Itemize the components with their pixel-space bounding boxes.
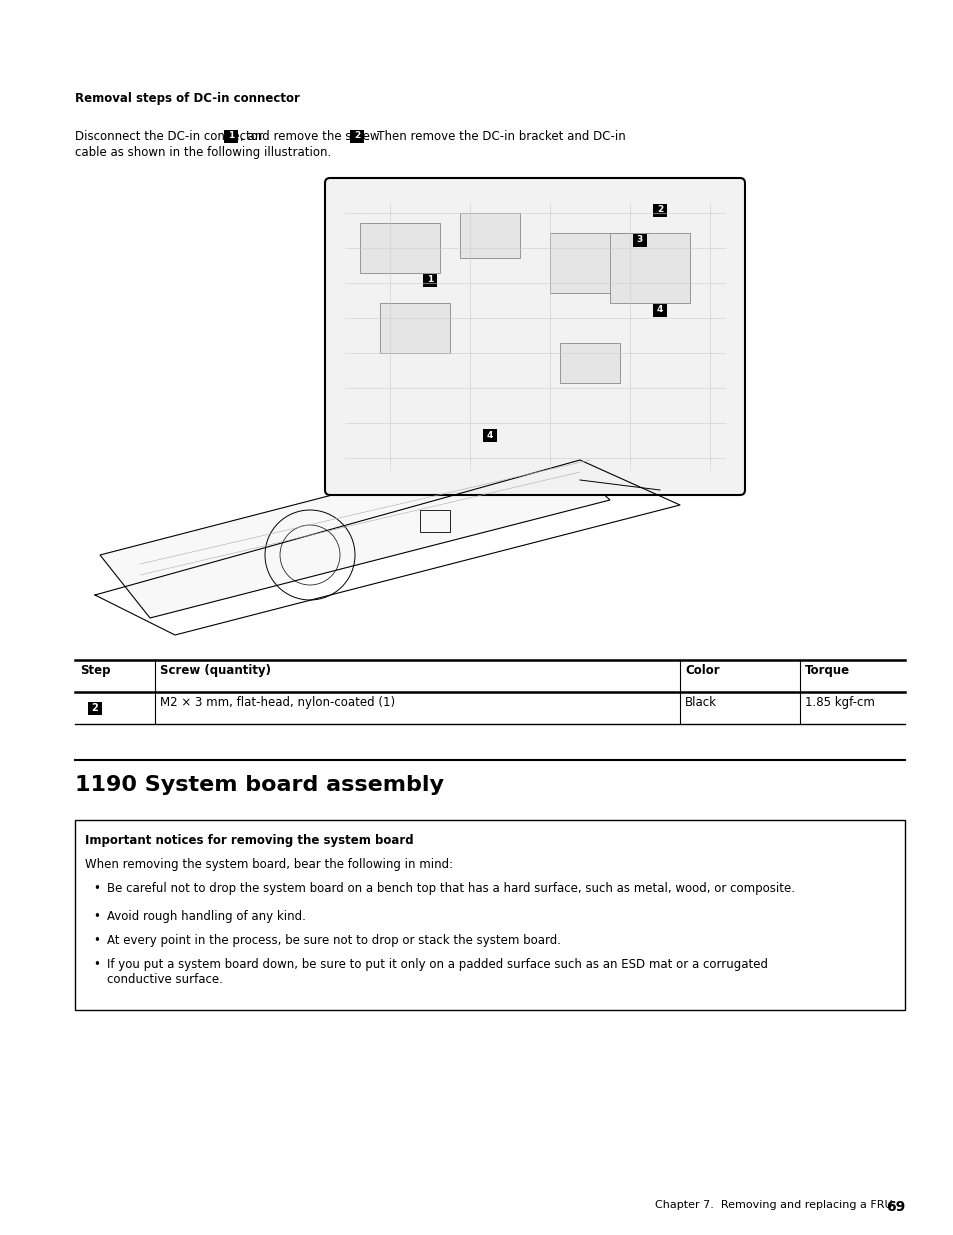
Text: 1: 1 xyxy=(228,131,233,141)
Text: Important notices for removing the system board: Important notices for removing the syste… xyxy=(85,834,414,847)
Text: Chapter 7.  Removing and replacing a FRU: Chapter 7. Removing and replacing a FRU xyxy=(655,1200,899,1210)
Text: Avoid rough handling of any kind.: Avoid rough handling of any kind. xyxy=(107,910,306,923)
Text: M2 × 3 mm, flat-head, nylon-coated (1): M2 × 3 mm, flat-head, nylon-coated (1) xyxy=(160,697,395,709)
Bar xyxy=(88,701,102,715)
Text: When removing the system board, bear the following in mind:: When removing the system board, bear the… xyxy=(85,858,453,871)
Text: •: • xyxy=(92,910,100,923)
Text: If you put a system board down, be sure to put it only on a padded surface such : If you put a system board down, be sure … xyxy=(107,958,767,986)
Bar xyxy=(359,224,439,273)
Text: Step: Step xyxy=(80,664,111,677)
Text: Torque: Torque xyxy=(804,664,849,677)
Text: 1: 1 xyxy=(426,275,433,284)
Text: •: • xyxy=(92,958,100,971)
Text: At every point in the process, be sure not to drop or stack the system board.: At every point in the process, be sure n… xyxy=(107,934,560,947)
Bar xyxy=(652,204,666,217)
Text: Disconnect the DC-in connector: Disconnect the DC-in connector xyxy=(75,130,266,143)
Text: 3: 3 xyxy=(637,236,642,245)
Text: Color: Color xyxy=(684,664,719,677)
Bar xyxy=(482,429,497,442)
Text: Removal steps of DC-in connector: Removal steps of DC-in connector xyxy=(75,91,299,105)
FancyBboxPatch shape xyxy=(325,178,744,495)
Bar xyxy=(422,274,436,287)
Text: 1190 System board assembly: 1190 System board assembly xyxy=(75,776,443,795)
Bar xyxy=(633,233,646,247)
Bar xyxy=(224,130,237,143)
Bar xyxy=(379,303,450,353)
Text: Be careful not to drop the system board on a bench top that has a hard surface, : Be careful not to drop the system board … xyxy=(107,882,794,895)
Bar xyxy=(559,343,619,383)
Polygon shape xyxy=(100,440,609,618)
Text: 4: 4 xyxy=(656,305,662,315)
Bar xyxy=(652,304,666,317)
Text: .  Then remove the DC-in bracket and DC-in: . Then remove the DC-in bracket and DC-i… xyxy=(366,130,625,143)
Text: 4: 4 xyxy=(486,431,493,440)
Text: , and remove the screw: , and remove the screw xyxy=(239,130,383,143)
Text: cable as shown in the following illustration.: cable as shown in the following illustra… xyxy=(75,146,331,159)
Text: 69: 69 xyxy=(884,1200,904,1214)
Bar xyxy=(419,510,450,532)
Bar xyxy=(609,233,689,303)
Text: Screw (quantity): Screw (quantity) xyxy=(160,664,271,677)
Text: 2: 2 xyxy=(91,703,98,713)
Text: 1.85 kgf-cm: 1.85 kgf-cm xyxy=(804,697,874,709)
Bar xyxy=(65,165,914,635)
Text: •: • xyxy=(92,934,100,947)
Text: 2: 2 xyxy=(657,205,662,215)
Text: 2: 2 xyxy=(354,131,360,141)
Bar xyxy=(550,233,649,293)
Text: •: • xyxy=(92,882,100,895)
Bar xyxy=(75,820,904,1010)
Bar xyxy=(350,130,364,143)
Bar xyxy=(459,212,519,258)
Text: Black: Black xyxy=(684,697,717,709)
